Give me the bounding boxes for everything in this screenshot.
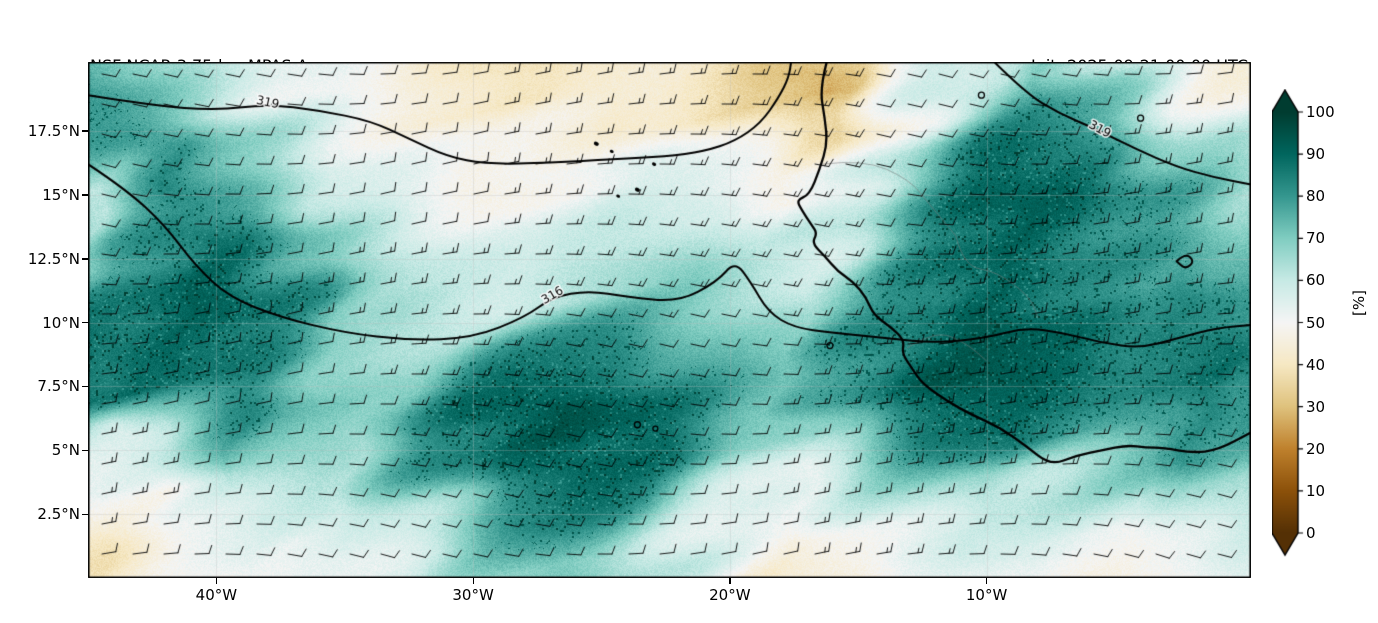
x-tick-mark	[729, 578, 731, 584]
colorbar	[1272, 89, 1306, 557]
colorbar-tick-label: 50	[1306, 313, 1326, 332]
x-tick-mark	[215, 578, 218, 584]
y-tick-label: 15°N	[42, 185, 80, 204]
colorbar-tick-label: 0	[1306, 524, 1316, 542]
colorbar-tick-label: 10	[1306, 481, 1326, 500]
x-tick-label: 10°W	[965, 586, 1008, 604]
x-tick-label: 20°W	[709, 586, 751, 604]
x-tick-label: 30°W	[452, 586, 494, 604]
y-tick-mark	[82, 385, 88, 388]
x-tick-label: 40°W	[195, 586, 238, 604]
map-frame	[88, 62, 1251, 578]
colorbar-tick-label: 90	[1306, 145, 1326, 164]
colorbar-tick-label: 100	[1306, 103, 1335, 121]
y-tick-label: 7.5°N	[37, 377, 80, 396]
colorbar-tick-label: 40	[1306, 355, 1326, 374]
colorbar-unit-label: [%]	[1350, 290, 1368, 316]
y-tick-mark	[82, 258, 88, 260]
colorbar-tick-label: 80	[1306, 187, 1326, 206]
colorbar-tick-label: 20	[1306, 439, 1326, 458]
y-tick-mark	[82, 130, 88, 132]
y-tick-label: 5°N	[51, 441, 80, 460]
y-tick-label: 17.5°N	[27, 121, 80, 140]
colorbar-tick-label: 60	[1306, 271, 1326, 290]
y-tick-mark	[82, 322, 88, 324]
colorbar-tick-label: 70	[1306, 229, 1326, 248]
x-tick-mark	[472, 578, 474, 584]
y-tick-label: 12.5°N	[27, 249, 80, 268]
colorbar-tick-label: 30	[1306, 397, 1326, 416]
y-tick-mark	[82, 513, 88, 516]
y-tick-label: 10°N	[42, 313, 80, 332]
map-canvas	[88, 62, 1251, 578]
y-tick-mark	[82, 449, 88, 452]
y-tick-mark	[82, 194, 88, 196]
y-tick-label: 2.5°N	[37, 505, 80, 524]
x-tick-mark	[986, 578, 988, 584]
